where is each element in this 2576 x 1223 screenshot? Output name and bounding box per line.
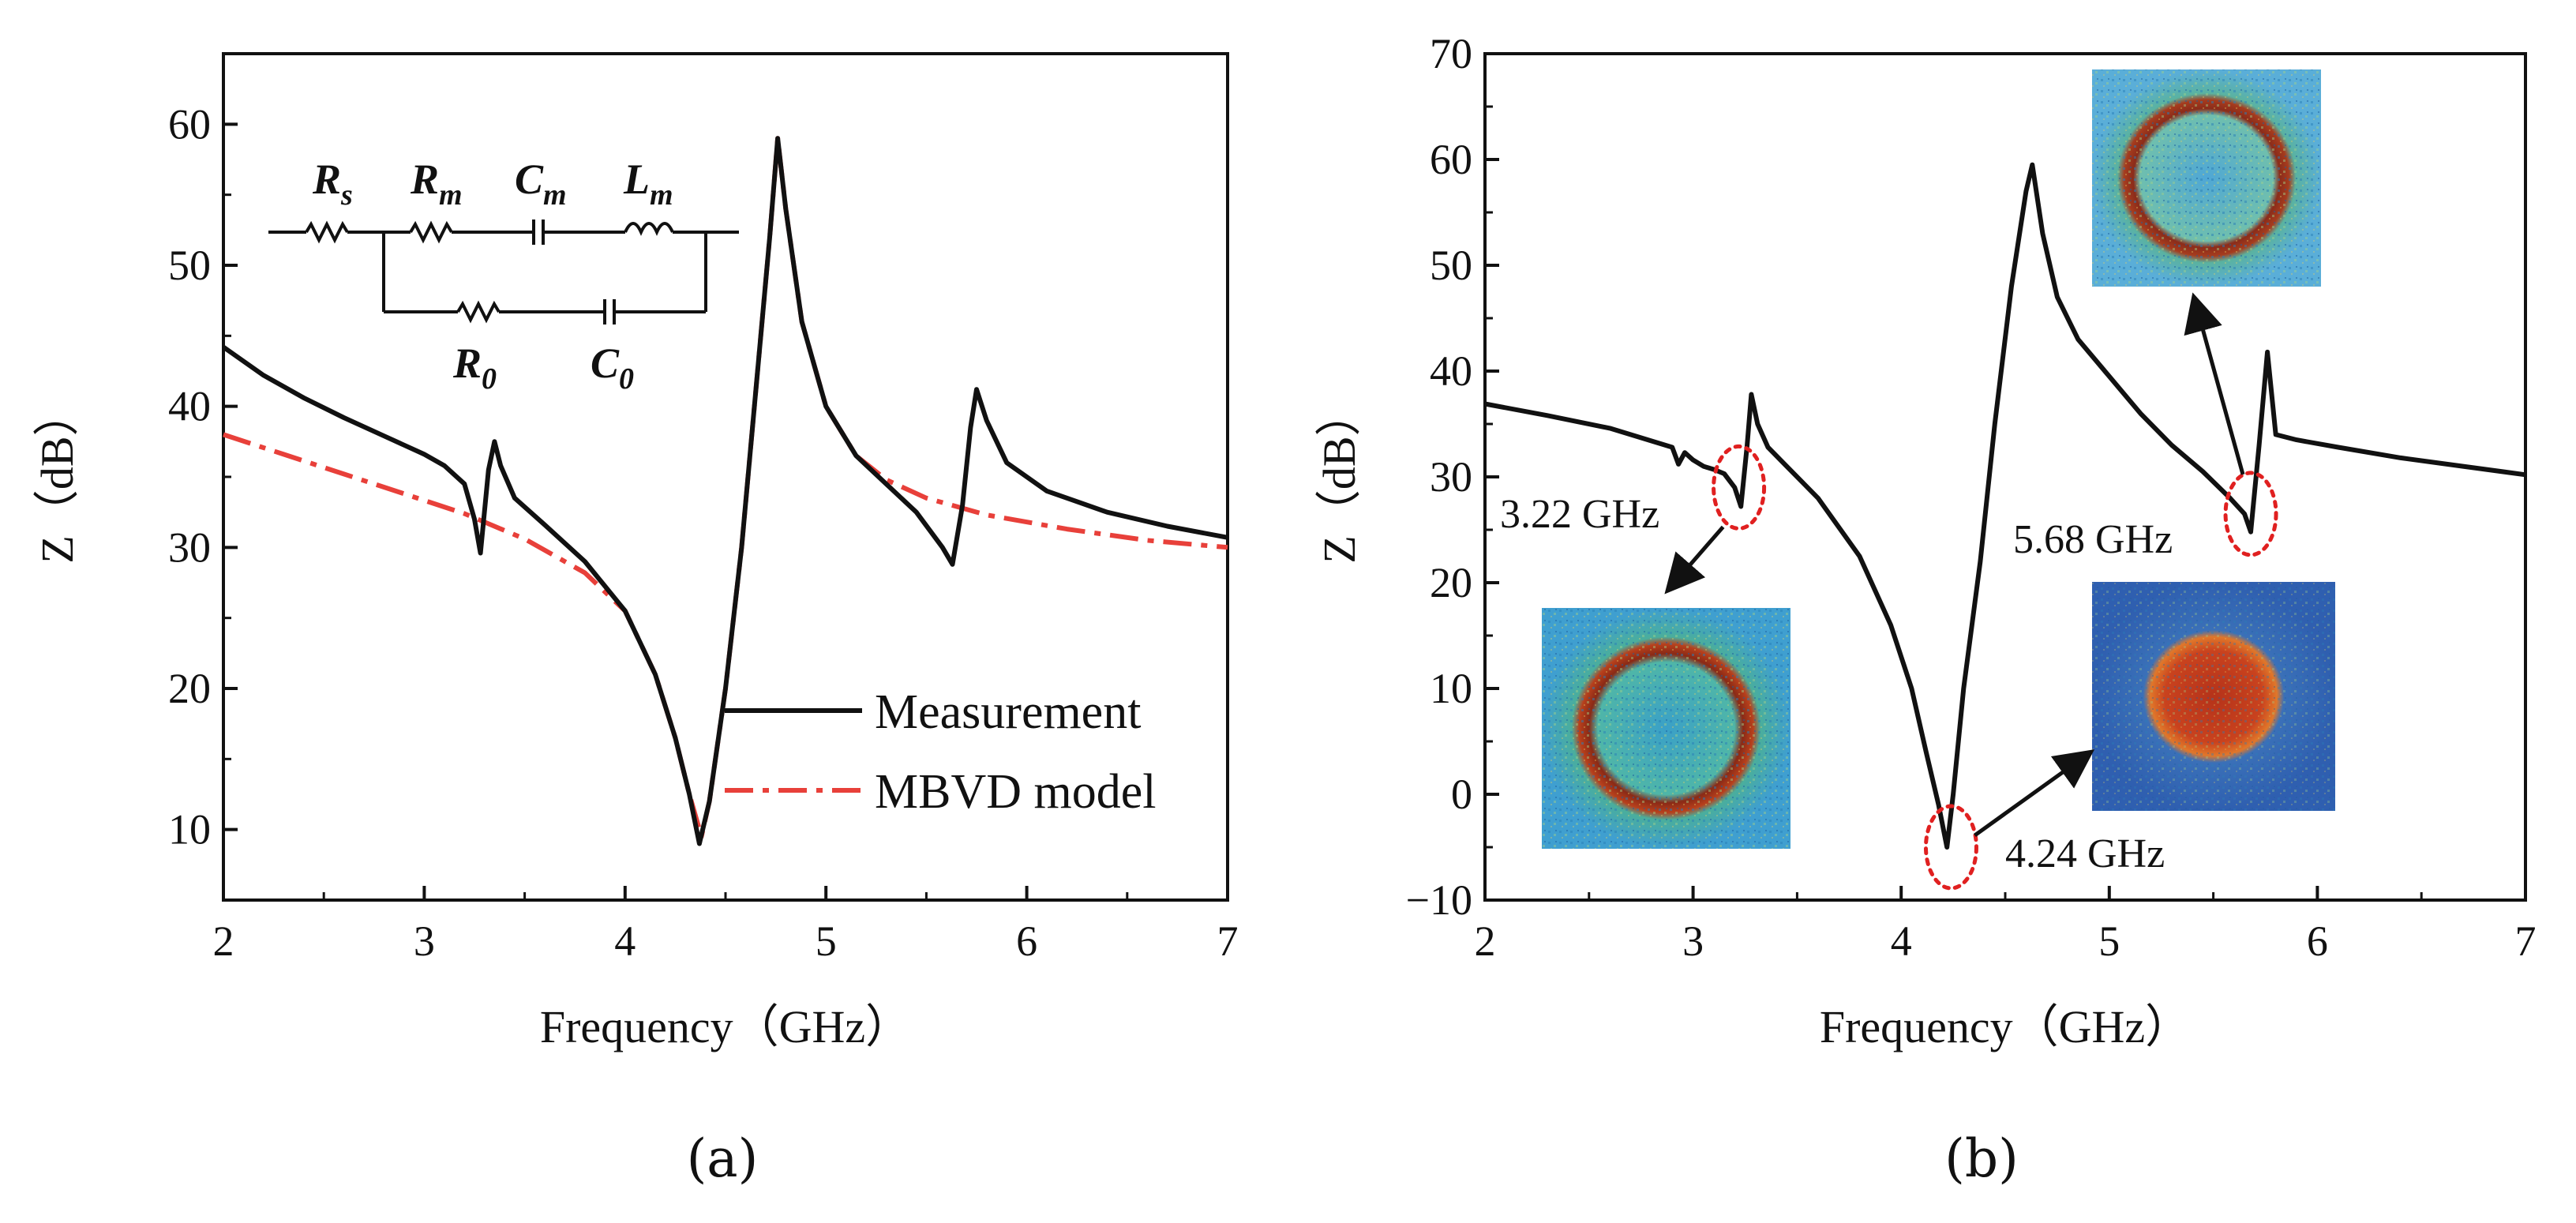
y-ticks-b: −10 0 10 20 30 40 50 60 70 [1406,30,1499,924]
caption-b: (b) [1944,1128,2019,1189]
y-tick-label: 30 [1430,453,1472,501]
series-line-measurement [222,136,1228,846]
x-tick-label: 4 [1891,917,1912,965]
y-tick-label: 50 [1430,242,1472,289]
y-tick-label: 10 [168,806,211,853]
x-axis-label-b: Frequency（GHz） [1820,1001,2191,1052]
inset-mode-shape-3-22-ghz [1542,608,1790,849]
y-tick-label: 50 [168,242,211,289]
series-a [222,136,1228,846]
y-axis-label-b: Z（dB） [1314,390,1365,563]
resistor-r0-symbol [456,300,501,324]
x-tick-label: 7 [1217,917,1239,965]
y-tick-label: 40 [1430,347,1472,395]
circuit-label-rs: Rs [312,156,353,212]
circuit-label-lm: Lm [623,156,673,212]
inset-circuit-labels: Rs Rm Cm Lm R0 C0 [312,156,673,396]
y-axis-label-a: Z（dB） [32,390,83,563]
legend-label-mbvd: MBVD model [875,765,1157,819]
y-tick-label: 60 [1430,136,1472,183]
caption-a: (a) [687,1128,759,1189]
annotation-label-3-22-ghz: 3.22 GHz [1500,492,1659,537]
circuit-label-cm: Cm [515,156,567,212]
y-tick-label: 60 [168,100,211,148]
annotation-arrow [1664,525,1725,595]
x-axis-label-a: Frequency（GHz） [540,1001,911,1052]
annotation-label-4-24-ghz: 4.24 GHz [2005,831,2165,876]
annotation-ellipse [2223,471,2278,557]
annotation-arrow [2184,292,2245,475]
circuit-label-r0: R0 [452,340,497,396]
inset-mode-shape-5-68-ghz [2092,69,2321,287]
x-tick-label: 2 [1475,917,1496,965]
circuit-label-c0: C0 [591,340,634,396]
y-ticks-a: 10 20 30 40 50 60 [168,100,238,853]
panel-a: 10 20 30 40 50 60 2 3 4 5 6 7 Frequency（GHz） Z（dB）… [32,52,1239,1189]
annotation-ellipse [1923,804,1978,891]
y-tick-label: 70 [1430,30,1472,77]
inset-circuit [268,219,739,325]
series-b [1484,162,2526,850]
y-tick-label: 20 [1430,559,1472,606]
x-tick-label: 3 [1682,917,1704,965]
annotation-arrow [1974,749,2095,838]
circuit-label-rm: Rm [410,156,463,212]
resistor-rs-symbol [305,220,349,244]
x-tick-label: 5 [816,917,837,965]
legend-label-measurement: Measurement [875,685,1141,739]
annotations-b [1664,292,2278,891]
legend-a: Measurement MBVD model [725,685,1157,819]
y-tick-label: 40 [168,383,211,430]
series-line-mbvd-model [223,136,1228,839]
x-tick-label: 4 [614,917,636,965]
y-tick-label: 0 [1451,771,1472,818]
x-ticks-b: 2 3 4 5 6 7 [1475,886,2537,965]
x-ticks-a: 2 3 4 5 6 7 [213,886,1239,965]
x-tick-label: 7 [2515,917,2537,965]
y-tick-label: −10 [1406,876,1472,924]
y-tick-label: 30 [168,523,211,571]
resistor-rm-symbol [409,220,453,244]
inset-mode-shape-4-24-ghz [2092,582,2335,811]
inductor-lm-symbol [624,222,674,236]
x-tick-label: 2 [213,917,234,965]
x-tick-label: 3 [414,917,435,965]
annotation-ellipse [1712,444,1767,531]
x-tick-label: 5 [2098,917,2120,965]
series-line-measurement [1484,162,2526,850]
y-tick-label: 20 [168,665,211,712]
annotation-label-5-68-ghz: 5.68 GHz [2013,517,2173,562]
panel-b: −10 0 10 20 30 40 50 60 70 2 3 4 5 6 7 3.22 GHz 4.24 … [1314,30,2537,1189]
x-tick-label: 6 [1016,917,1037,965]
x-tick-label: 6 [2307,917,2328,965]
y-tick-label: 10 [1430,665,1472,712]
